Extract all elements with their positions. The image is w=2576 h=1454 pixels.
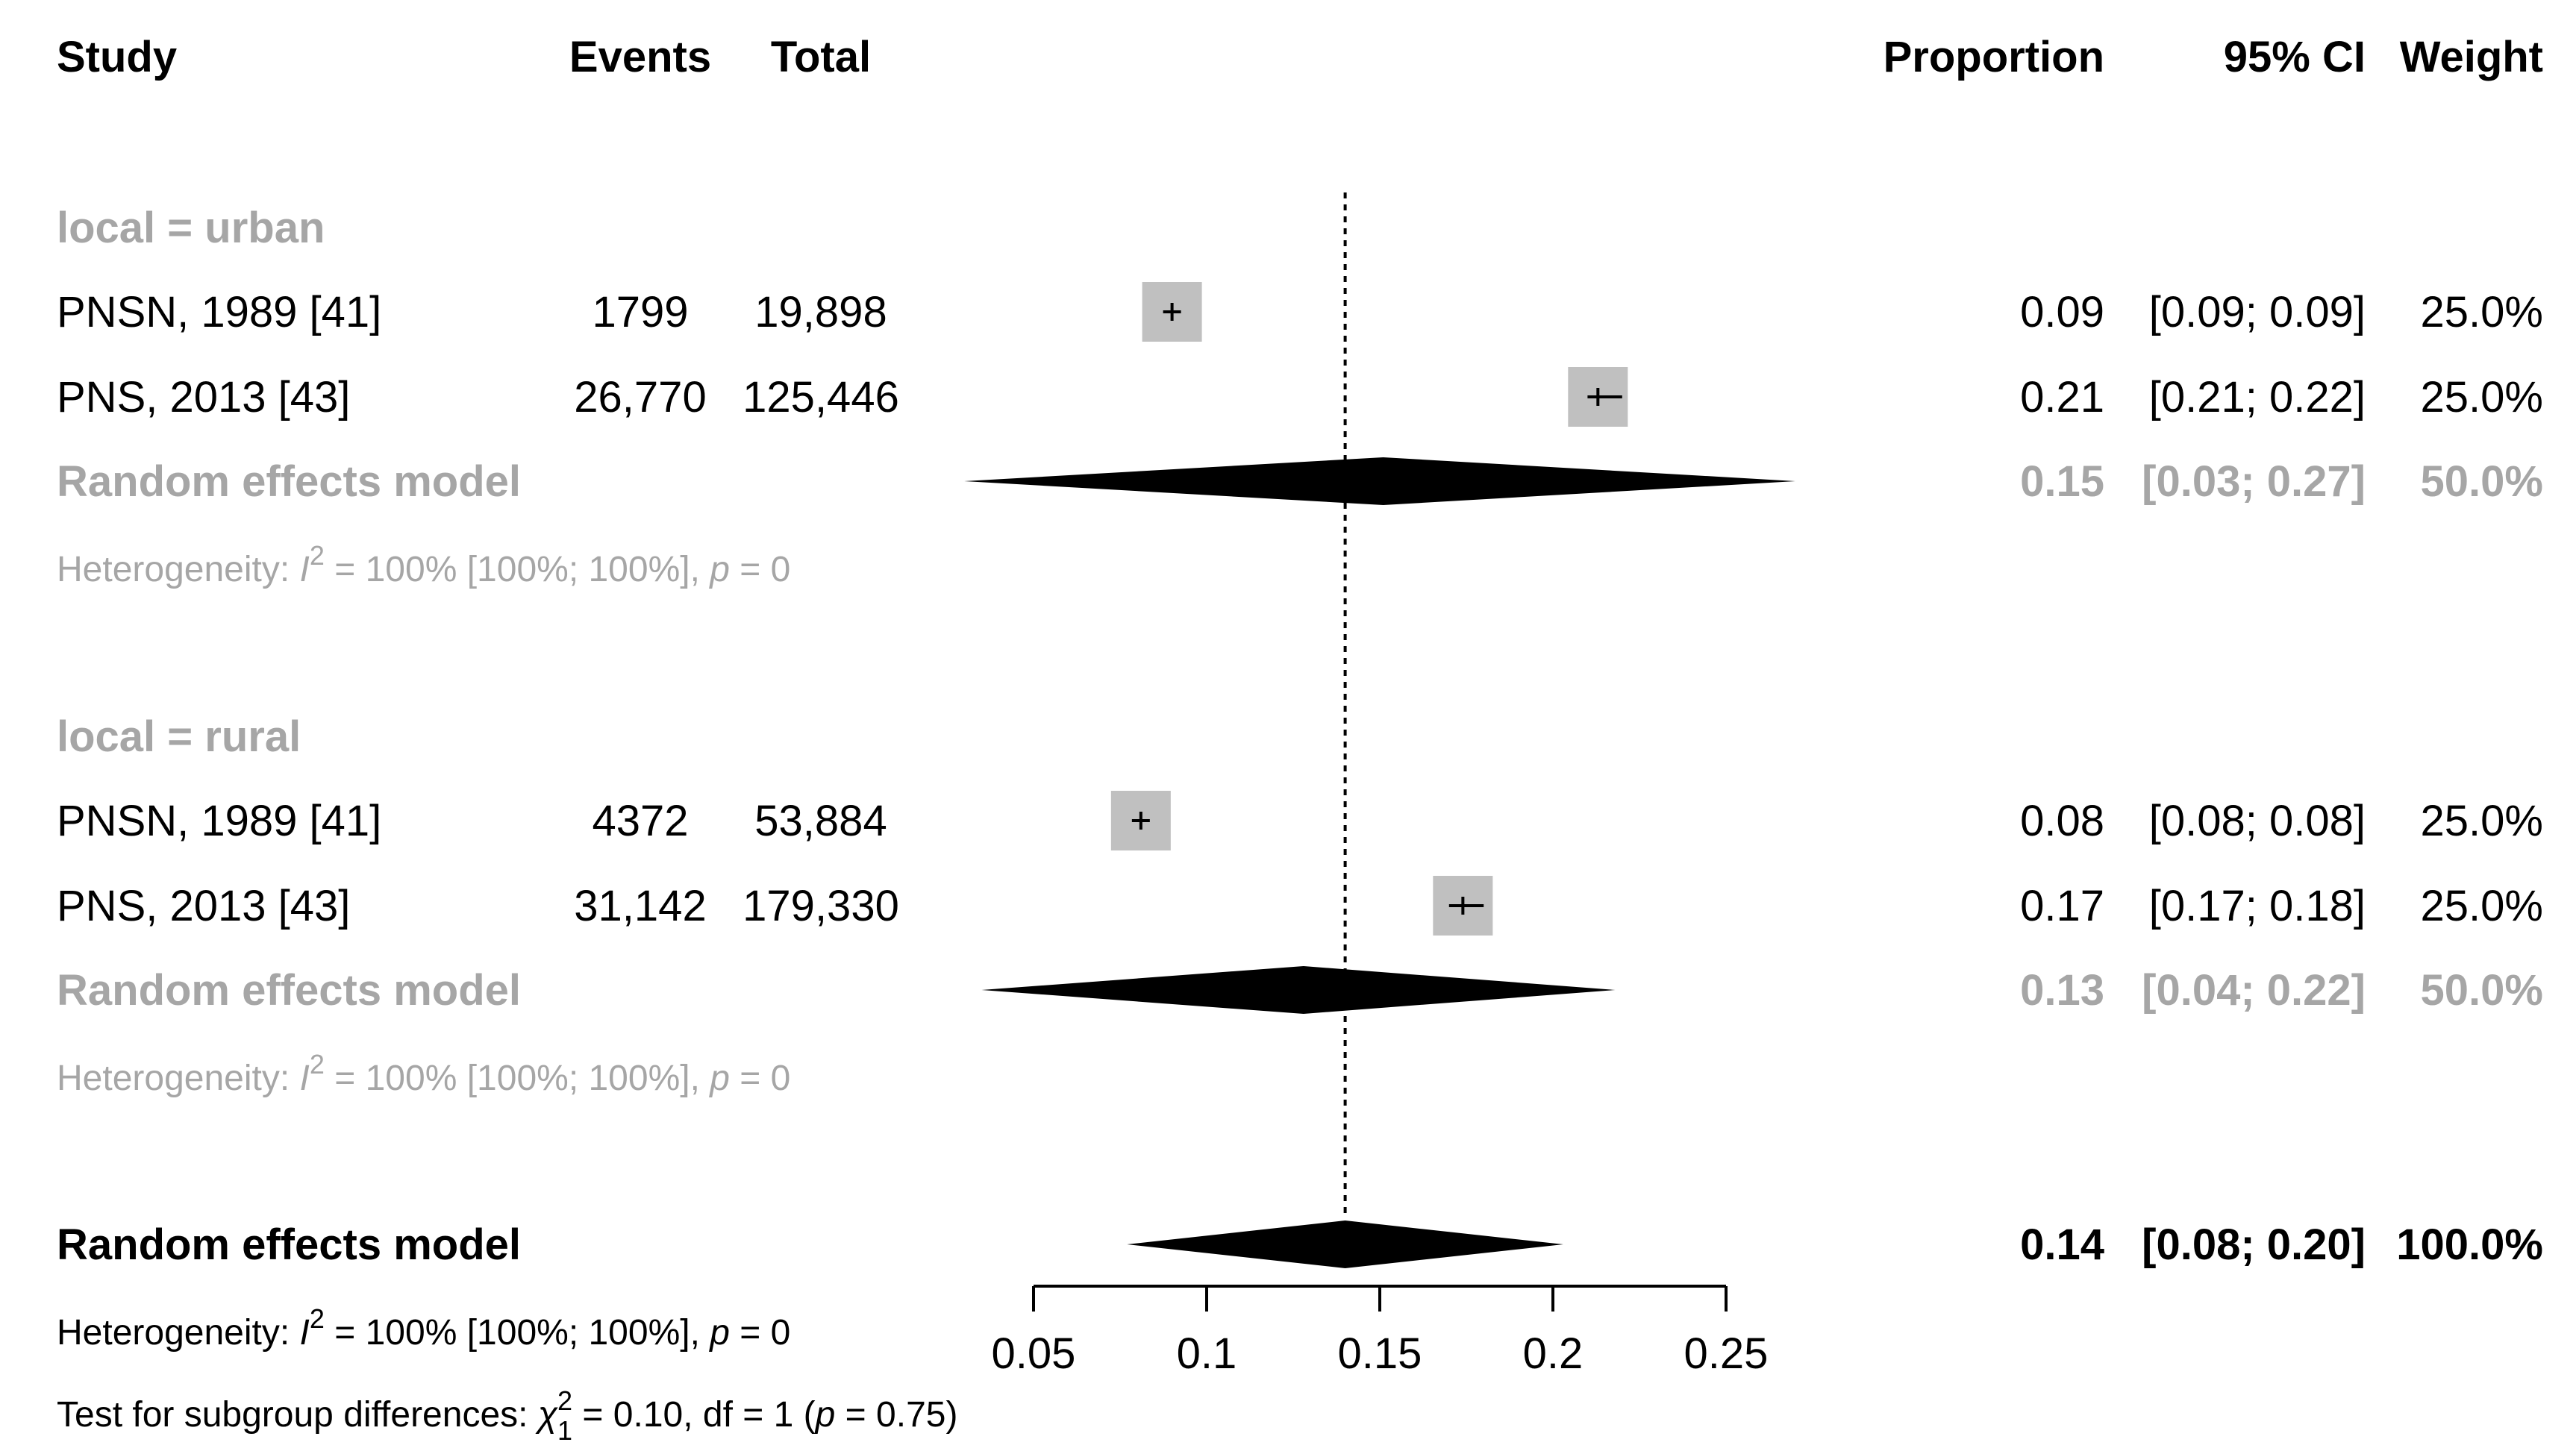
subgroup-label: local = urban [57,204,325,252]
subgroup-model-label: Random effects model [57,966,521,1015]
study-total: 53,884 [754,797,887,845]
study-events: 1799 [592,288,688,336]
header-events: Events [569,33,711,81]
study-weight: 25.0% [2421,797,2543,845]
study-proportion: 0.08 [2020,797,2104,845]
header-weight: Weight [2400,33,2543,81]
overall-weight: 100.0% [2396,1220,2543,1269]
subgroup-model-proportion: 0.13 [2020,966,2104,1015]
x-axis-tick-label: 0.25 [1684,1329,1769,1378]
x-axis-tick-label: 0.1 [1177,1329,1237,1378]
x-axis-tick-label: 0.2 [1523,1329,1584,1378]
overall-diamond [1127,1220,1563,1268]
study-weight: 25.0% [2421,373,2543,422]
study-ci: [0.09; 0.09] [2149,288,2366,336]
header-study: Study [57,33,177,81]
subgroup-diamond [964,457,1795,505]
study-proportion: 0.21 [2020,373,2104,422]
overall-model-label: Random effects model [57,1220,521,1269]
study-ci: [0.17; 0.18] [2149,882,2366,930]
study-proportion: 0.09 [2020,288,2104,336]
study-weight: 25.0% [2421,288,2543,336]
overall-ci: [0.08; 0.20] [2142,1220,2366,1269]
subgroup-heterogeneity: Heterogeneity: I2 = 100% [100%; 100%], p… [57,1049,790,1098]
subgroup-model-weight: 50.0% [2421,457,2543,506]
study-total: 179,330 [743,882,899,930]
x-axis-tick-label: 0.15 [1338,1329,1422,1378]
study-total: 19,898 [754,288,887,336]
subgroup-diamond [981,966,1616,1014]
study-name: PNS, 2013 [43] [57,882,350,930]
subgroup-model-ci: [0.03; 0.27] [2142,457,2366,506]
subgroup-heterogeneity: Heterogeneity: I2 = 100% [100%; 100%], p… [57,540,790,589]
study-events: 31,142 [574,882,706,930]
overall-heterogeneity: Heterogeneity: I2 = 100% [100%; 100%], p… [57,1303,790,1353]
subgroup-label: local = rural [57,712,301,761]
study-events: 4372 [592,797,688,845]
study-name: PNSN, 1989 [41] [57,797,381,845]
study-name: PNSN, 1989 [41] [57,288,381,336]
subgroup-model-weight: 50.0% [2421,966,2543,1015]
header-ci: 95% CI [2224,33,2366,81]
subgroup-model-proportion: 0.15 [2020,457,2104,506]
study-ci: [0.21; 0.22] [2149,373,2366,422]
overall-proportion: 0.14 [2020,1220,2104,1269]
study-ci: [0.08; 0.08] [2149,797,2366,845]
study-total: 125,446 [743,373,899,422]
header-proportion: Proportion [1883,33,2104,81]
study-proportion: 0.17 [2020,882,2104,930]
header-total: Total [771,33,871,81]
subgroup-model-label: Random effects model [57,457,521,506]
study-name: PNS, 2013 [43] [57,373,350,422]
forest-plot-body: local = urban PNSN, 1989 [41] 1799 19,898 0.… [57,192,2543,1446]
study-events: 26,770 [574,373,706,422]
study-weight: 25.0% [2421,882,2543,930]
subgroup-test: Test for subgroup differences: χ2 1 = 0.1… [57,1385,957,1446]
subgroup-model-ci: [0.04; 0.22] [2142,966,2366,1015]
x-axis-tick-label: 0.05 [992,1329,1076,1378]
